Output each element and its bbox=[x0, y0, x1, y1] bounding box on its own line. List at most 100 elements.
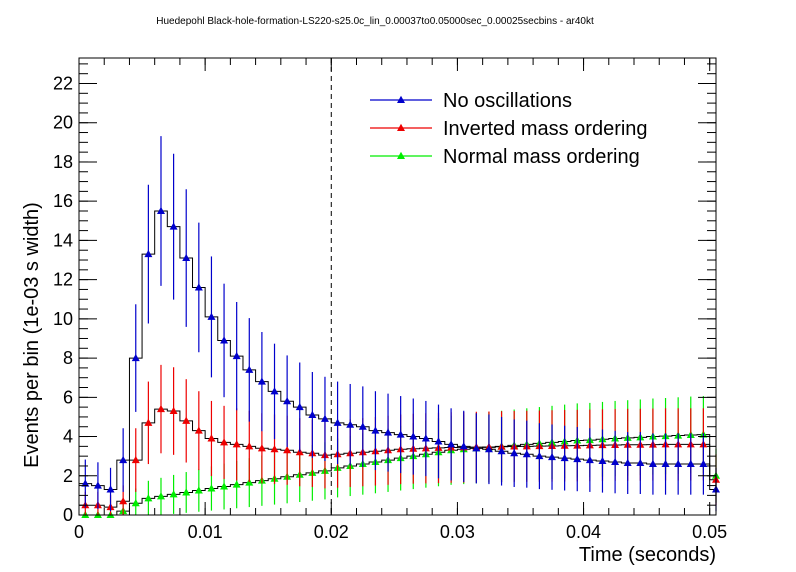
chart-title: Huedepohl Black-hole-formation-LS220-s25… bbox=[156, 16, 594, 27]
data-point bbox=[207, 484, 216, 492]
data-point bbox=[194, 283, 203, 291]
legend-label: Inverted mass ordering bbox=[443, 118, 648, 140]
data-point bbox=[560, 453, 569, 462]
data-point bbox=[169, 406, 178, 415]
data-point bbox=[585, 455, 594, 464]
data-point bbox=[144, 249, 153, 258]
legend-marker bbox=[397, 95, 405, 103]
series-1 bbox=[79, 364, 720, 515]
data-point bbox=[270, 387, 279, 395]
data-point bbox=[245, 478, 254, 486]
data-point bbox=[232, 351, 241, 360]
data-point bbox=[510, 449, 519, 457]
legend-label: Normal mass ordering bbox=[443, 146, 640, 168]
data-point bbox=[156, 206, 165, 214]
plot-area bbox=[79, 136, 720, 518]
data-point bbox=[686, 459, 695, 468]
y-tick-label: 22 bbox=[53, 73, 73, 93]
legend: No oscillations Inverted mass ordering Nor… bbox=[370, 90, 648, 168]
data-point bbox=[220, 482, 229, 490]
data-point bbox=[119, 455, 128, 464]
y-tick-label: 16 bbox=[53, 191, 73, 211]
data-point bbox=[598, 456, 607, 465]
data-point bbox=[434, 437, 443, 445]
data-point bbox=[232, 480, 241, 488]
data-point bbox=[144, 418, 153, 426]
x-tick-label: 0.05 bbox=[692, 522, 727, 542]
data-point bbox=[447, 440, 456, 448]
data-point bbox=[131, 499, 140, 507]
y-tick-label: 12 bbox=[53, 270, 73, 290]
data-point bbox=[396, 430, 405, 438]
data-point bbox=[358, 422, 367, 430]
data-point bbox=[611, 457, 620, 466]
legend-label: No oscillations bbox=[443, 90, 572, 112]
y-tick-label: 18 bbox=[53, 152, 73, 172]
data-point bbox=[623, 458, 632, 467]
data-point bbox=[371, 426, 380, 434]
legend-entry: Inverted mass ordering bbox=[370, 118, 648, 140]
data-point bbox=[472, 444, 481, 452]
legend-marker bbox=[397, 123, 405, 131]
x-tick-label: 0.03 bbox=[440, 522, 475, 542]
data-point bbox=[497, 447, 506, 455]
data-point bbox=[283, 446, 292, 454]
data-point bbox=[384, 428, 393, 436]
histogram-step bbox=[79, 408, 716, 508]
data-point bbox=[333, 418, 342, 426]
legend-entry: No oscillations bbox=[370, 90, 572, 112]
data-point bbox=[182, 416, 191, 424]
data-point bbox=[182, 488, 191, 496]
data-point bbox=[308, 410, 317, 418]
data-point bbox=[648, 459, 657, 468]
y-tick-label: 14 bbox=[53, 230, 73, 250]
data-point bbox=[421, 434, 430, 442]
data-point bbox=[674, 459, 683, 468]
legend-entry: Normal mass ordering bbox=[370, 146, 640, 168]
data-point bbox=[636, 458, 645, 467]
x-tick-label: 0.01 bbox=[188, 522, 223, 542]
data-point bbox=[257, 444, 266, 452]
data-point bbox=[535, 451, 544, 460]
data-point bbox=[156, 492, 165, 500]
data-point bbox=[522, 449, 531, 458]
y-tick-label: 0 bbox=[63, 505, 73, 525]
data-point bbox=[699, 459, 708, 468]
data-point bbox=[207, 312, 216, 320]
histogram-step bbox=[79, 210, 716, 490]
axes: 0 0.01 0.02 0.03 0.04 0.05 0 2 4 6 8 10 12 14 16 18 20 22 bbox=[53, 57, 727, 542]
series-2 bbox=[79, 396, 720, 518]
data-point bbox=[484, 445, 493, 453]
data-point bbox=[283, 397, 292, 405]
data-point bbox=[346, 420, 355, 428]
data-point bbox=[93, 481, 102, 489]
data-point bbox=[245, 365, 254, 373]
data-point bbox=[182, 253, 191, 262]
series-0 bbox=[79, 136, 720, 512]
data-point bbox=[119, 497, 128, 505]
y-tick-label: 6 bbox=[63, 387, 73, 407]
data-point bbox=[573, 454, 582, 463]
data-point bbox=[295, 402, 304, 411]
data-point bbox=[106, 485, 115, 493]
y-tick-label: 2 bbox=[63, 466, 73, 486]
legend-marker bbox=[397, 151, 405, 159]
x-tick-label: 0.04 bbox=[566, 522, 601, 542]
x-axis-label: Time (seconds) bbox=[579, 544, 716, 566]
x-tick-label: 0 bbox=[74, 522, 84, 542]
data-point bbox=[194, 426, 203, 434]
plot-frame bbox=[78, 57, 717, 516]
data-point bbox=[220, 438, 229, 446]
data-point bbox=[169, 490, 178, 498]
data-point bbox=[661, 459, 670, 468]
data-point bbox=[257, 377, 266, 385]
data-point bbox=[548, 452, 557, 461]
data-point bbox=[194, 486, 203, 494]
data-point bbox=[320, 414, 329, 422]
y-tick-label: 20 bbox=[53, 113, 73, 133]
y-axis-label: Events per bin (1e-03 s width) bbox=[21, 202, 43, 468]
data-point bbox=[245, 442, 254, 450]
data-point bbox=[409, 432, 418, 440]
data-point bbox=[459, 442, 468, 450]
